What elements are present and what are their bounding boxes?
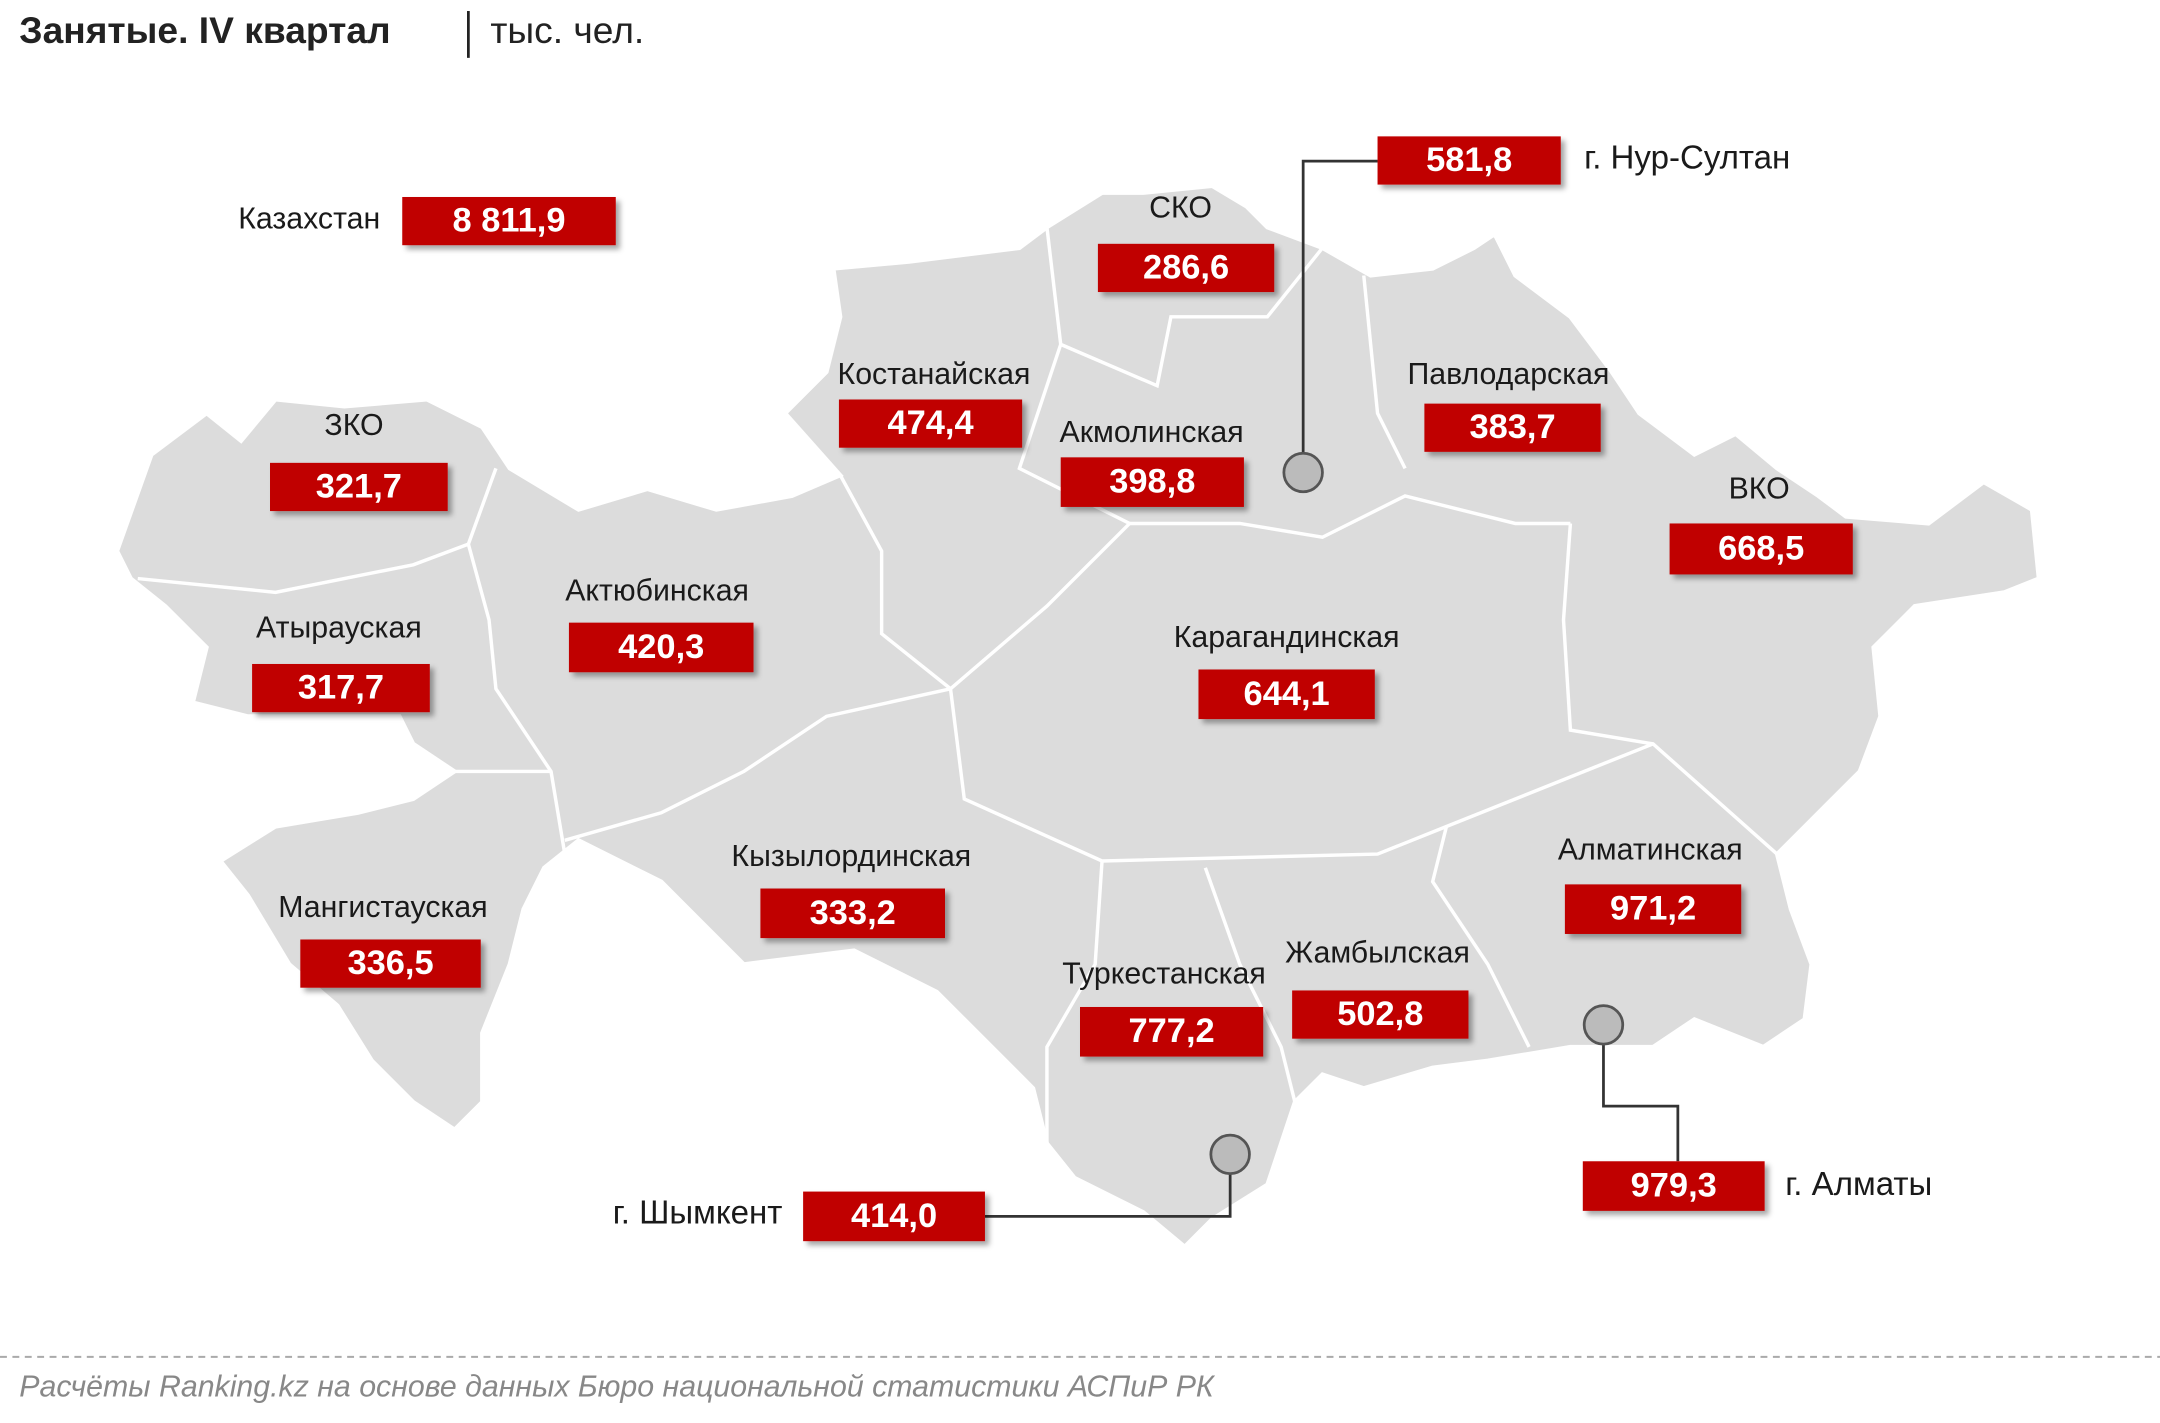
region-name: Павлодарская <box>1407 358 1609 391</box>
value-label: 644,1 <box>1244 675 1330 713</box>
country-name: Казахстан <box>238 202 380 235</box>
source-note: Расчёты Ranking.kz на основе данных Бюро… <box>19 1371 1216 1404</box>
region-border <box>1203 867 1297 1103</box>
value-label: 333,2 <box>810 894 896 932</box>
value-box <box>1564 884 1742 934</box>
value-label: 286,6 <box>1143 248 1229 286</box>
value-label: 383,7 <box>1469 408 1555 446</box>
city-name: г. Шымкент <box>613 1195 783 1232</box>
value-label: 668,5 <box>1718 529 1804 567</box>
region-name: Жамбылская <box>1285 937 1470 970</box>
region-border <box>564 687 951 842</box>
region-border <box>397 715 552 774</box>
value-box <box>1097 243 1275 293</box>
value-label: 414,0 <box>851 1197 937 1235</box>
city-name: г. Нур-Султан <box>1584 140 1790 177</box>
value-box <box>252 663 430 713</box>
region-border <box>1129 494 1571 540</box>
city-name: г. Алматы <box>1785 1166 1932 1203</box>
value-label: 321,7 <box>316 467 402 505</box>
region-name: СКО <box>1149 191 1212 224</box>
unit: тыс. чел. <box>490 9 644 51</box>
region-name: Туркестанская <box>1062 957 1266 990</box>
value-box <box>803 1191 985 1242</box>
value-box <box>568 622 754 673</box>
value-label: 979,3 <box>1631 1167 1717 1205</box>
map <box>114 183 2041 1250</box>
value-box <box>1060 457 1244 507</box>
value-label: 8 811,9 <box>453 202 566 240</box>
value-box <box>1582 1161 1765 1211</box>
value-box <box>402 196 616 246</box>
country-shape <box>114 183 2041 1250</box>
value-box <box>1377 136 1561 185</box>
value-box <box>1669 523 1853 575</box>
region-name: ВКО <box>1729 472 1790 505</box>
value-box <box>270 462 448 512</box>
value-box <box>1198 669 1375 720</box>
value-label: 971,2 <box>1610 890 1696 928</box>
region-border <box>1045 227 1324 389</box>
value-label: 581,8 <box>1426 141 1512 179</box>
region-name: Акмолинская <box>1060 416 1244 449</box>
region-name: Атырауская <box>256 612 422 645</box>
region-border <box>137 467 498 595</box>
city-marker <box>1209 1133 1251 1176</box>
leader-line <box>1602 1044 1680 1162</box>
region-border <box>466 543 567 855</box>
value-label: 474,4 <box>887 404 973 442</box>
value-label: 398,8 <box>1109 463 1195 501</box>
region-border <box>1561 523 1779 856</box>
value-box <box>1080 1006 1264 1057</box>
region-border <box>838 474 952 691</box>
region-name: ЗКО <box>324 409 383 442</box>
region-border <box>948 688 1654 863</box>
leader-line <box>1301 159 1378 454</box>
value-label: 420,3 <box>618 628 704 666</box>
title: Занятые. IV квартал <box>19 9 390 51</box>
leader-line <box>984 1173 1232 1218</box>
region-name: Мангистауская <box>278 891 487 924</box>
value-label: 502,8 <box>1337 995 1423 1033</box>
value-label: 777,2 <box>1129 1012 1215 1050</box>
region-border <box>949 343 1133 691</box>
region-name: Кызылординская <box>731 840 971 873</box>
region-name: Карагандинская <box>1174 621 1400 654</box>
value-box <box>300 939 481 988</box>
city-marker <box>1282 451 1324 494</box>
value-box <box>1424 403 1601 452</box>
region-border <box>1045 860 1104 1144</box>
value-label: 336,5 <box>347 944 433 982</box>
city-marker <box>1582 1004 1625 1046</box>
value-box <box>1292 990 1469 1039</box>
region-name: Костанайская <box>838 358 1031 391</box>
value-box <box>760 888 946 939</box>
labels: Казахстан 8 811,9 СКО 286,6 Костанайская 474,… <box>238 136 1932 1242</box>
region-border <box>1430 826 1531 1048</box>
value-box <box>838 399 1023 448</box>
region-name: Актюбинская <box>565 574 749 607</box>
region-border <box>1362 275 1407 470</box>
value-label: 317,7 <box>298 669 384 707</box>
region-name: Алматинская <box>1558 833 1743 866</box>
